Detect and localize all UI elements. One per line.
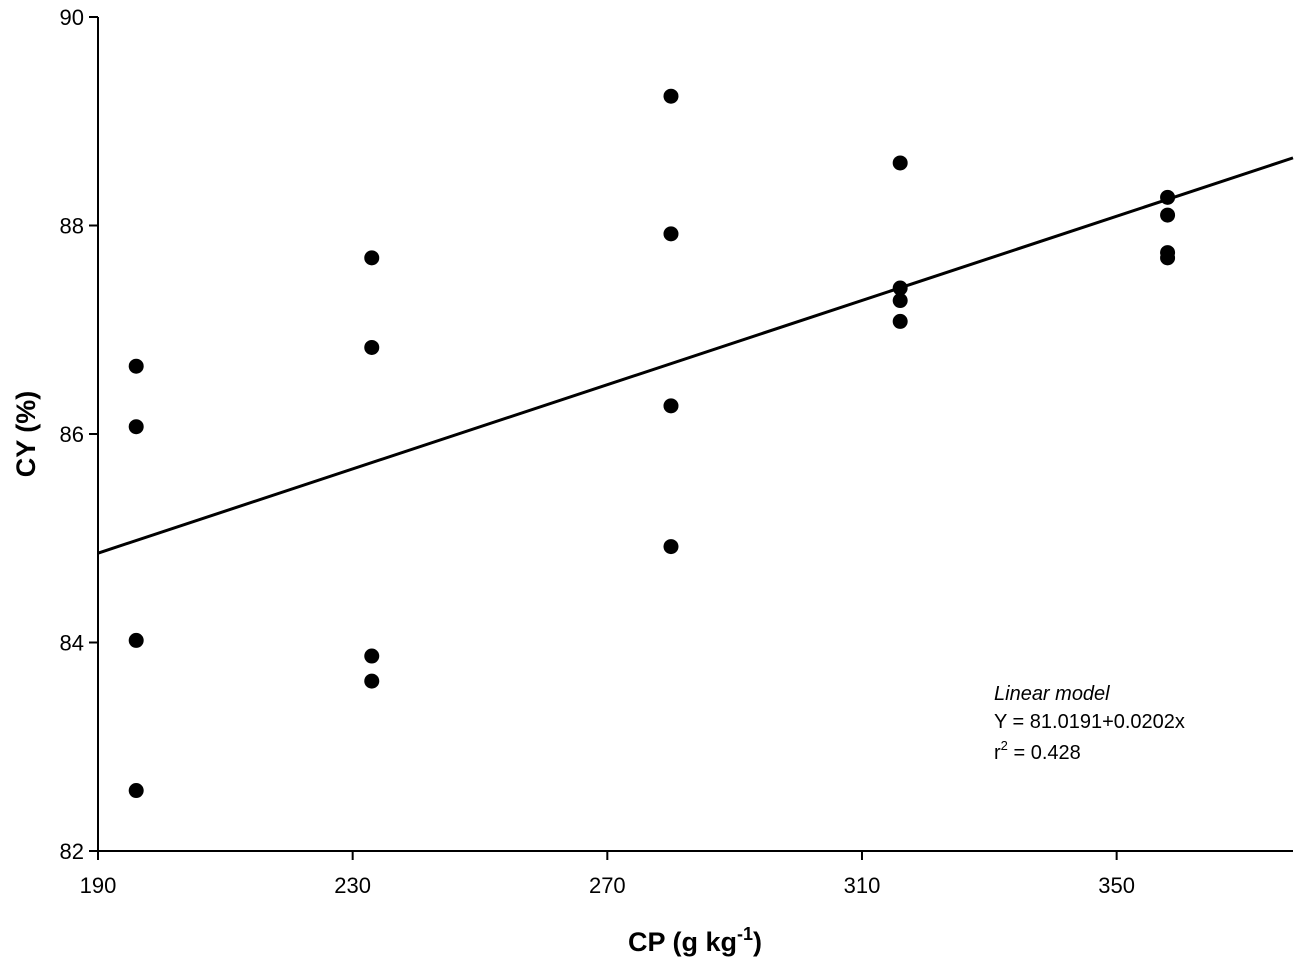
- y-tick-label: 90: [60, 5, 84, 30]
- data-point: [364, 673, 380, 689]
- x-axis-title-superscript: -1: [737, 924, 753, 944]
- data-point: [892, 280, 908, 296]
- y-tick-label: 86: [60, 422, 84, 447]
- data-point: [1160, 189, 1176, 205]
- x-tick-label: 190: [80, 873, 117, 898]
- model-annotation-title: Linear model: [994, 683, 1110, 705]
- regression-line: [97, 156, 1294, 555]
- data-point: [1160, 250, 1176, 266]
- data-point: [892, 155, 908, 171]
- data-point: [1160, 207, 1176, 223]
- data-point: [364, 648, 380, 664]
- x-ticks: 190 230 270 310 350: [80, 851, 1135, 898]
- data-point: [663, 398, 679, 414]
- data-point: [128, 358, 144, 374]
- data-point: [663, 226, 679, 242]
- data-point: [892, 313, 908, 329]
- x-tick-label: 230: [334, 873, 371, 898]
- x-axis-title: CP (g kg-1): [628, 924, 762, 957]
- data-point: [128, 783, 144, 799]
- y-tick-label: 82: [60, 839, 84, 864]
- x-tick-label: 310: [844, 873, 881, 898]
- data-point: [663, 88, 679, 104]
- data-point: [892, 293, 908, 309]
- data-point: [364, 250, 380, 266]
- data-point: [663, 539, 679, 555]
- x-tick-label: 270: [589, 873, 626, 898]
- model-annotation-equation: Y = 81.0191+0.0202x: [994, 711, 1185, 733]
- x-tick-label: 350: [1098, 873, 1135, 898]
- data-point: [364, 339, 380, 355]
- y-tick-label: 88: [60, 214, 84, 239]
- model-annotation: Linear model Y = 81.0191+0.0202x r2 = 0.…: [994, 683, 1185, 764]
- fit-line-group: [97, 156, 1294, 555]
- data-point: [128, 419, 144, 435]
- data-point: [128, 632, 144, 648]
- data-points: [128, 88, 1176, 799]
- model-annotation-r2: r2 = 0.428: [994, 738, 1081, 764]
- y-ticks: 82 84 86 88 90: [60, 5, 98, 864]
- y-tick-label: 84: [60, 631, 84, 656]
- y-axis-title: CY (%): [11, 391, 41, 478]
